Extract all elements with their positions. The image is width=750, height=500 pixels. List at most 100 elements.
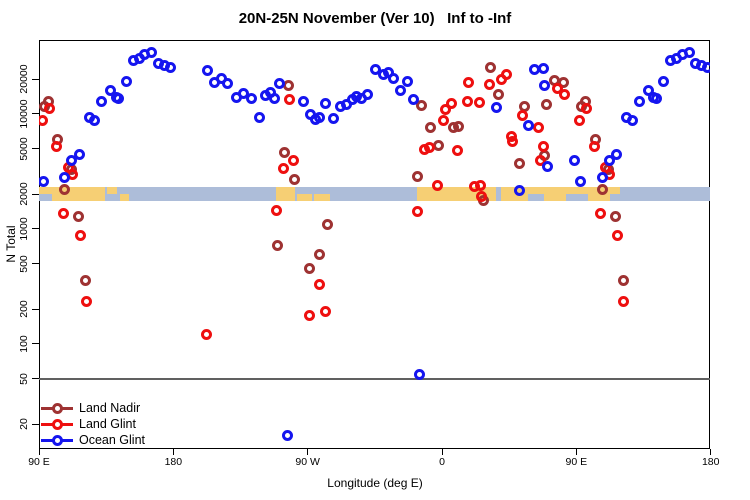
y-tick-label: 20 (18, 418, 30, 431)
data-point-ocean-glint (282, 429, 294, 441)
data-point-land-glint (200, 329, 212, 341)
map-land-segment (39, 187, 106, 201)
data-point-ocean-glint (298, 96, 310, 108)
data-point-land-nadir (72, 211, 84, 223)
data-point-ocean-glint (215, 72, 227, 84)
map-ocean-segment (528, 193, 544, 201)
data-point-land-glint (537, 140, 549, 152)
data-point-land-nadir (303, 262, 315, 274)
legend-item-ocean-glint: Ocean Glint (41, 432, 145, 448)
data-point-ocean-glint (105, 85, 117, 97)
data-point-land-glint (313, 278, 325, 290)
data-point-ocean-glint (522, 119, 534, 131)
data-point-land-nadir (541, 98, 553, 110)
data-point-land-nadir (514, 158, 526, 170)
data-point-ocean-glint (394, 85, 406, 97)
data-point-ocean-glint (650, 93, 662, 105)
data-point-ocean-glint (402, 75, 414, 87)
data-point-ocean-glint (387, 73, 399, 85)
data-point-land-glint (618, 295, 630, 307)
data-point-land-glint (446, 98, 458, 110)
x-tick-label: 180 (701, 456, 720, 468)
data-point-land-nadir (59, 183, 71, 195)
x-axis-title: Longitude (deg E) (327, 476, 423, 490)
data-point-ocean-glint (568, 155, 580, 167)
data-point-land-nadir (412, 170, 424, 182)
y-axis-title: N Total (4, 225, 18, 263)
data-point-land-glint (475, 180, 487, 192)
data-point-ocean-glint (362, 89, 374, 101)
data-point-ocean-glint (633, 95, 645, 107)
data-point-land-glint (558, 89, 570, 101)
data-point-land-nadir (416, 100, 428, 112)
data-point-ocean-glint (603, 155, 615, 167)
data-point-land-nadir (278, 147, 290, 159)
reference-line-50 (39, 377, 710, 380)
y-tick-label: 500 (18, 254, 30, 273)
y-tick (32, 343, 39, 345)
data-point-ocean-glint (202, 65, 214, 77)
data-point-land-glint (440, 104, 452, 116)
x-tick (441, 449, 443, 455)
y-tick (32, 78, 39, 80)
legend-label: Ocean Glint (79, 433, 146, 447)
data-point-ocean-glint (575, 175, 587, 187)
y-tick-label: 5000 (18, 136, 30, 161)
chart-title: 20N-25N November (Ver 10) Inf to -Inf (238, 10, 512, 27)
data-point-ocean-glint (273, 78, 285, 90)
data-point-ocean-glint (327, 112, 339, 124)
data-point-land-glint (437, 115, 449, 127)
data-point-ocean-glint (269, 93, 281, 105)
data-point-land-glint (51, 140, 63, 152)
map-land-segment (313, 193, 331, 201)
map-land-segment (107, 187, 118, 194)
data-point-ocean-glint (222, 78, 234, 90)
legend: Land Nadir Land Glint Ocean Glint (41, 400, 145, 448)
data-point-land-nadir (493, 89, 505, 101)
data-point-ocean-glint (514, 185, 526, 197)
data-point-land-nadir (485, 62, 497, 74)
data-point-land-glint (462, 96, 474, 108)
data-point-land-nadir (453, 121, 465, 133)
data-point-ocean-glint (89, 115, 101, 127)
data-point-ocean-glint (73, 149, 85, 161)
data-point-land-glint (412, 205, 424, 217)
data-point-ocean-glint (113, 93, 125, 105)
data-point-ocean-glint (66, 155, 78, 167)
legend-label: Land Glint (79, 417, 136, 431)
data-point-land-nadir (425, 122, 437, 134)
data-point-ocean-glint (407, 94, 419, 106)
data-point-land-nadir (289, 174, 301, 186)
data-point-ocean-glint (319, 98, 331, 110)
y-tick (32, 308, 39, 310)
data-point-ocean-glint (39, 175, 49, 187)
data-point-land-glint (303, 309, 315, 321)
data-point-land-glint (43, 103, 55, 115)
y-tick-label: 200 (18, 300, 30, 319)
data-point-land-nadir (596, 183, 608, 195)
data-point-ocean-glint (164, 61, 176, 73)
data-point-ocean-glint (539, 80, 551, 92)
data-point-ocean-glint (542, 160, 554, 172)
x-tick-label: 180 (164, 456, 183, 468)
data-point-ocean-glint (314, 112, 326, 124)
legend-item-land-nadir: Land Nadir (41, 400, 145, 416)
x-tick-label: 0 (439, 456, 445, 468)
ocean-glint-marker-icon (41, 432, 73, 448)
data-point-land-nadir (557, 76, 569, 88)
map-ocean-segment (39, 193, 52, 201)
data-point-land-glint (287, 155, 299, 167)
map-land-segment (609, 187, 620, 194)
y-tick-label: 1000 (18, 217, 30, 241)
data-point-land-nadir (313, 248, 325, 260)
y-tick (32, 423, 39, 425)
data-point-ocean-glint (413, 369, 425, 381)
y-tick (32, 228, 39, 230)
data-point-land-glint (535, 154, 547, 166)
data-point-ocean-glint (611, 149, 623, 161)
x-tick (38, 449, 40, 455)
data-point-land-glint (81, 295, 93, 307)
data-point-land-glint (611, 230, 623, 242)
data-point-land-glint (501, 69, 512, 81)
